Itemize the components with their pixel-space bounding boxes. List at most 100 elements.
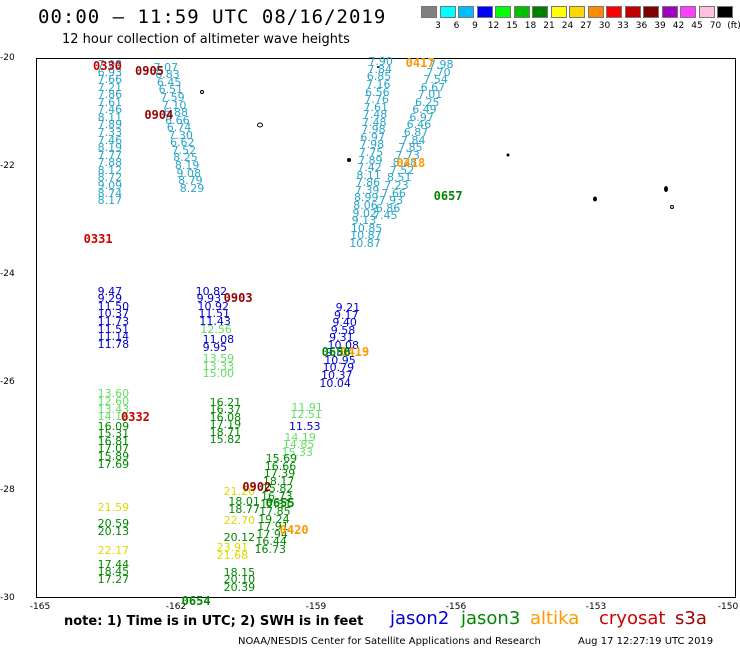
wave-height-value: 12.51 xyxy=(290,408,322,422)
wave-height-value: 7.98 xyxy=(429,58,454,71)
wave-height-value: 16.81 xyxy=(97,434,130,448)
wave-height-value: 22.17 xyxy=(97,544,130,557)
colorbar-label: 36 xyxy=(635,21,648,31)
wave-height-value: 10.87 xyxy=(350,229,382,243)
wave-height-value: 13.33 xyxy=(202,359,235,373)
wave-height-value: 17.69 xyxy=(97,457,130,471)
wave-height-value: 11.53 xyxy=(289,419,321,433)
colorbar-swatch xyxy=(698,6,715,18)
x-tick-label: -162 xyxy=(165,602,187,612)
wave-height-value: 6.97 xyxy=(360,130,385,144)
colorbar-swatch xyxy=(513,6,530,18)
wave-height-value: 9.80 xyxy=(325,346,351,360)
wave-height-value: 8.11 xyxy=(97,110,123,124)
wave-height-value: 7.54 xyxy=(423,73,448,87)
wave-height-value: 23.91 xyxy=(216,541,249,555)
wave-height-value: 6.86 xyxy=(375,201,401,215)
colorbar-label: 24 xyxy=(561,21,574,31)
wave-height-value: 7.98 xyxy=(359,138,385,152)
pass-time-label: 0418 xyxy=(396,156,426,171)
wave-height-value: 17.94 xyxy=(256,527,288,541)
map-subtitle: 12 hour collection of altimeter wave hei… xyxy=(62,32,350,47)
colorbar-label: 15 xyxy=(506,21,518,31)
x-tick-label: -150 xyxy=(717,602,739,612)
wave-height-value: 9.95 xyxy=(202,340,228,354)
wave-height-value: 21.68 xyxy=(216,548,249,562)
wave-height-value: 17.27 xyxy=(97,572,130,586)
wave-height-value: 12.60 xyxy=(97,394,130,408)
wave-height-value: 7.52 xyxy=(389,163,415,177)
wave-height-value: 7.45 xyxy=(373,209,398,223)
wave-height-value: 15.82 xyxy=(209,433,242,447)
colorbar-label: 42 xyxy=(672,21,685,31)
wave-height-value: 9.13 xyxy=(351,214,377,228)
wave-height-value: 8.72 xyxy=(97,171,123,185)
wave-height-value: 8.74 xyxy=(97,186,123,200)
island-marker xyxy=(377,66,379,68)
wave-height-value: 8.25 xyxy=(173,151,198,165)
y-tick-label: -20 xyxy=(0,53,15,63)
wave-height-value: 7.48 xyxy=(361,115,387,129)
wave-height-value: 6.74 xyxy=(166,121,192,135)
wave-height-value: 6.25 xyxy=(415,95,440,109)
wave-height-value: 7.86 xyxy=(97,88,123,102)
colorbar-label: 18 xyxy=(524,21,537,31)
wave-height-value: 14.16 xyxy=(97,410,130,424)
x-tick-label: -159 xyxy=(305,602,327,612)
colorbar-swatch xyxy=(550,6,567,18)
wave-height-value: 11.91 xyxy=(291,400,323,414)
colorbar-label: 12 xyxy=(487,21,500,31)
wave-height-value: 10.95 xyxy=(324,353,356,367)
colorbar-label: 33 xyxy=(617,21,629,31)
y-tick-label: -26 xyxy=(0,377,15,387)
colorbar-swatch xyxy=(458,6,474,18)
wave-height-value: 17.07 xyxy=(97,442,130,456)
wave-height-value: 17.39 xyxy=(263,467,296,481)
wave-height-value: 6.49 xyxy=(412,103,437,117)
wave-height-value: 7.61 xyxy=(97,95,123,109)
wave-height-value: 7.86 xyxy=(355,176,381,190)
wave-height-value: 15.69 xyxy=(265,452,298,466)
wave-height-value: 7.59 xyxy=(160,90,185,104)
y-tick-label: -28 xyxy=(0,485,15,495)
wave-height-value: 6.88 xyxy=(163,106,188,120)
wave-height-value: 8.06 xyxy=(353,198,378,212)
wave-height-value: 8.51 xyxy=(387,171,412,185)
wave-height-value: 11.51 xyxy=(97,322,130,336)
wave-height-value: 7.84 xyxy=(367,62,393,76)
wave-height-value: 16.09 xyxy=(97,419,130,433)
wave-height-value: 10.79 xyxy=(322,361,355,375)
wave-height-value: 7.07 xyxy=(153,60,179,74)
wave-height-value: 10.92 xyxy=(197,299,230,313)
legend-jason2: jason2 xyxy=(390,608,450,629)
wave-height-value: 6.93 xyxy=(97,65,123,79)
wave-height-value: 7.73 xyxy=(395,148,420,162)
pass-time-label: 0331 xyxy=(83,231,113,246)
wave-height-value: 7.89 xyxy=(358,153,383,167)
wave-height-value: 7.66 xyxy=(381,186,406,200)
wave-height-value: 10.85 xyxy=(350,221,383,235)
wave-height-value: 14.85 xyxy=(282,438,315,452)
pass-time-label: 0654 xyxy=(181,593,211,608)
wave-height-value: 11.78 xyxy=(97,337,130,351)
wave-height-value: 7.89 xyxy=(97,118,123,132)
wave-height-value: 10.08 xyxy=(327,338,360,352)
wave-height-value: 11.51 xyxy=(198,307,230,321)
wave-height-value: 18.17 xyxy=(262,474,295,488)
x-tick-label: -153 xyxy=(585,602,607,612)
wave-height-value: 7.61 xyxy=(363,100,389,114)
wave-height-value: 9.21 xyxy=(335,301,361,314)
generation-timestamp: Aug 17 12:27:19 UTC 2019 xyxy=(578,636,714,647)
wave-height-value: 20.10 xyxy=(223,573,256,587)
colorbar-label: (ft) xyxy=(727,21,740,31)
legend-s3a: s3a xyxy=(675,608,707,629)
wave-height-value: 6.85 xyxy=(366,70,392,84)
colorbar-label: 39 xyxy=(654,21,666,31)
wave-height-value: 6.45 xyxy=(156,75,182,89)
wave-height-value: 6.83 xyxy=(155,68,180,82)
y-tick-label: -30 xyxy=(0,593,15,603)
wave-height-value: 11.14 xyxy=(97,330,130,344)
x-tick-label: -165 xyxy=(29,602,51,612)
colorbar-label: 3 xyxy=(435,21,441,31)
wave-height-value: 6.51 xyxy=(158,83,184,97)
